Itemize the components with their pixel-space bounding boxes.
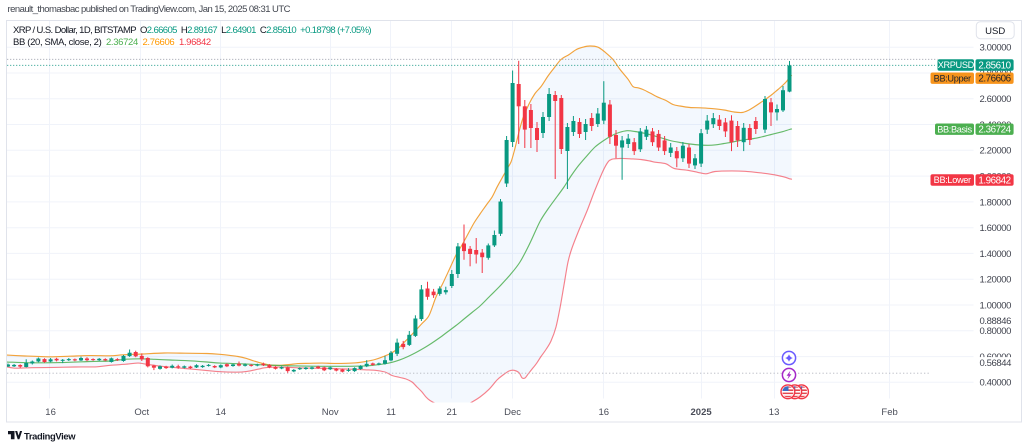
svg-text:1.60000: 1.60000 [980,223,1012,234]
svg-text:2.20000: 2.20000 [980,146,1012,157]
svg-text:1.00000: 1.00000 [980,300,1012,311]
svg-text:Dec: Dec [504,407,521,418]
svg-text:2.36724: 2.36724 [978,125,1011,136]
svg-text:3.00000: 3.00000 [980,43,1012,54]
svg-text:2.76606: 2.76606 [978,74,1011,85]
svg-text:14: 14 [216,407,227,418]
svg-text:BB:Lower: BB:Lower [934,175,971,185]
svg-text:1.80000: 1.80000 [980,197,1012,208]
svg-text:Nov: Nov [322,407,339,418]
svg-text:Feb: Feb [881,407,897,418]
svg-text:2.85610: 2.85610 [978,60,1011,71]
svg-text:1.96842: 1.96842 [978,175,1010,186]
svg-text:BB:Basis: BB:Basis [937,124,972,134]
svg-text:2025: 2025 [691,407,713,418]
svg-text:21: 21 [447,407,458,418]
svg-text:13: 13 [769,407,780,418]
svg-text:1.40000: 1.40000 [980,249,1012,260]
svg-text:XRPUSD: XRPUSD [938,60,975,70]
svg-text:2.60000: 2.60000 [980,94,1012,105]
svg-text:11: 11 [386,407,396,418]
svg-text:0.40000: 0.40000 [980,378,1012,389]
svg-text:TradingView: TradingView [24,430,76,441]
svg-text:16: 16 [599,407,610,418]
svg-text:USD: USD [985,26,1005,37]
svg-text:0.80000: 0.80000 [980,326,1012,337]
svg-text:BB:Upper: BB:Upper [934,73,971,83]
svg-text:16: 16 [45,407,56,418]
svg-text:0.56844: 0.56844 [980,358,1012,369]
svg-text:1.20000: 1.20000 [980,275,1012,286]
svg-text:Oct: Oct [134,407,149,418]
svg-text:0.88846: 0.88846 [980,316,1012,327]
